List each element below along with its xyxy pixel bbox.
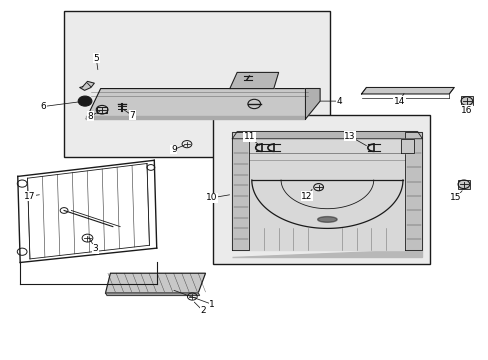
Polygon shape (405, 132, 422, 250)
Polygon shape (317, 217, 336, 222)
Polygon shape (105, 273, 205, 293)
Text: 6: 6 (41, 102, 46, 111)
Bar (460, 96, 472, 105)
Polygon shape (232, 132, 249, 250)
Text: 14: 14 (393, 96, 405, 105)
Text: 3: 3 (92, 244, 98, 253)
Polygon shape (86, 89, 320, 119)
Bar (457, 180, 469, 189)
Text: 12: 12 (301, 192, 312, 201)
Polygon shape (249, 139, 405, 250)
Polygon shape (361, 87, 453, 94)
Polygon shape (400, 139, 413, 153)
Text: 13: 13 (344, 132, 355, 141)
Text: 7: 7 (129, 111, 135, 120)
Polygon shape (105, 293, 199, 296)
Text: 15: 15 (449, 193, 461, 202)
Text: 8: 8 (87, 112, 93, 121)
Bar (97, 107, 107, 113)
Text: 16: 16 (460, 105, 471, 114)
Text: 17: 17 (24, 192, 36, 201)
Polygon shape (229, 72, 278, 89)
Bar (212, 116, 429, 264)
Text: 11: 11 (243, 132, 255, 141)
Polygon shape (305, 89, 320, 119)
Polygon shape (86, 116, 305, 119)
Circle shape (78, 96, 92, 106)
Text: 4: 4 (336, 96, 342, 105)
Text: 5: 5 (93, 54, 99, 63)
Text: 10: 10 (205, 193, 217, 202)
Polygon shape (232, 250, 422, 257)
Polygon shape (80, 81, 94, 90)
Text: 1: 1 (209, 300, 215, 309)
Polygon shape (232, 132, 422, 139)
Text: 2: 2 (200, 306, 205, 315)
Bar (64, 12, 329, 157)
Text: 9: 9 (171, 145, 176, 154)
